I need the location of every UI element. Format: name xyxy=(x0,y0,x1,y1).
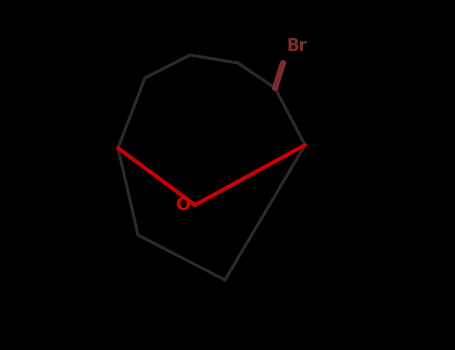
Text: Br: Br xyxy=(287,37,308,55)
Text: O: O xyxy=(175,196,191,214)
